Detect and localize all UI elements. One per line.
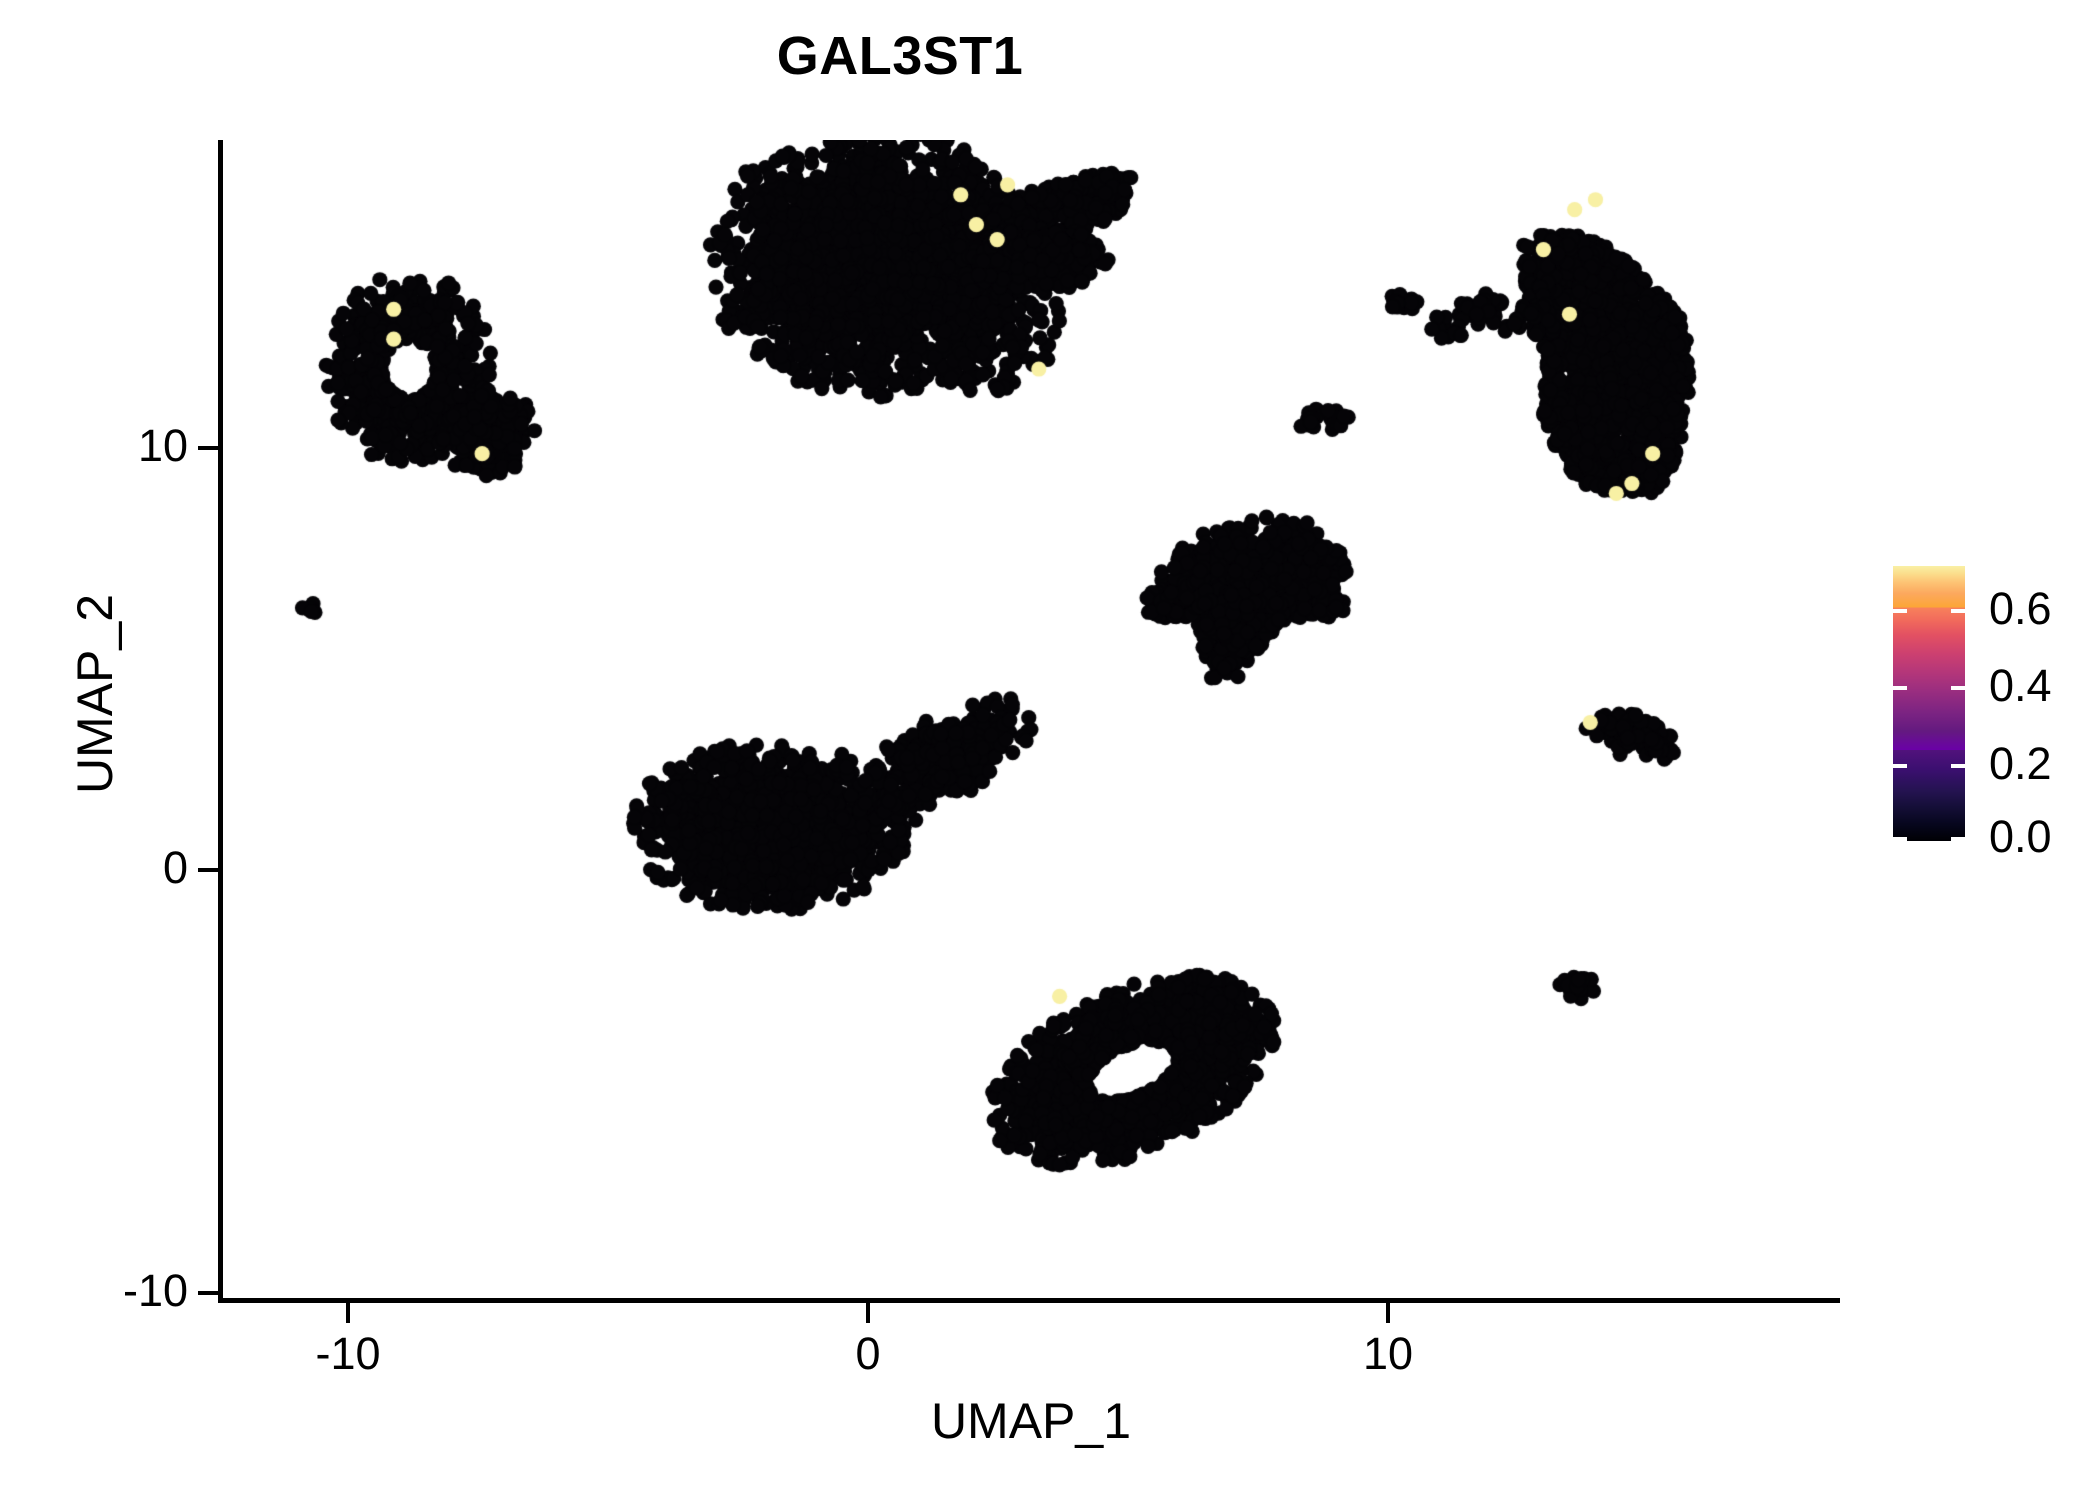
y-axis-line xyxy=(218,140,223,1303)
colorbar-label-3: 0.0 xyxy=(1989,811,2052,862)
x-tick-label-1: 0 xyxy=(855,1328,881,1379)
x-tick-mark-2 xyxy=(1386,1303,1390,1323)
colorbar-label-1: 0.4 xyxy=(1989,660,2052,711)
x-axis-title: UMAP_1 xyxy=(930,1393,1132,1449)
y-axis-title: UMAP_2 xyxy=(67,593,123,795)
colorbar-label-0: 0.6 xyxy=(1989,583,2052,634)
colorbar-tick-0.2-right xyxy=(1951,764,1965,768)
x-tick-label-2: 10 xyxy=(1362,1328,1414,1379)
colorbar-tick-0.2-left xyxy=(1893,764,1907,768)
colorbar-tick-0.4-left xyxy=(1893,686,1907,690)
scatter-plot-canvas xyxy=(222,140,1840,1300)
x-tick-mark-1 xyxy=(866,1303,870,1323)
colorbar-legend: 0.6 0.4 0.2 0.0 xyxy=(1893,566,2093,862)
y-tick-label-0: 10 xyxy=(137,420,188,471)
page-title: GAL3ST1 xyxy=(776,26,1024,86)
colorbar-label-2: 0.2 xyxy=(1989,738,2052,789)
y-tick-label-2: -10 xyxy=(122,1265,188,1316)
x-tick-mark-0 xyxy=(346,1303,350,1323)
colorbar-tick-0.4-right xyxy=(1951,686,1965,690)
y-tick-mark-2 xyxy=(198,1291,218,1295)
y-tick-mark-0 xyxy=(198,446,218,450)
colorbar-tick-0.6-left xyxy=(1893,609,1907,613)
colorbar-gradient xyxy=(1893,566,1965,841)
y-tick-label-1: 0 xyxy=(162,842,188,893)
colorbar-tick-0.0-right xyxy=(1951,837,1965,841)
y-tick-mark-1 xyxy=(198,868,218,872)
colorbar-tick-0.0-left xyxy=(1893,837,1907,841)
plot-panel xyxy=(222,140,1840,1300)
x-tick-label-0: -10 xyxy=(315,1328,381,1379)
x-axis-line xyxy=(218,1298,1840,1303)
colorbar-tick-0.6-right xyxy=(1951,609,1965,613)
